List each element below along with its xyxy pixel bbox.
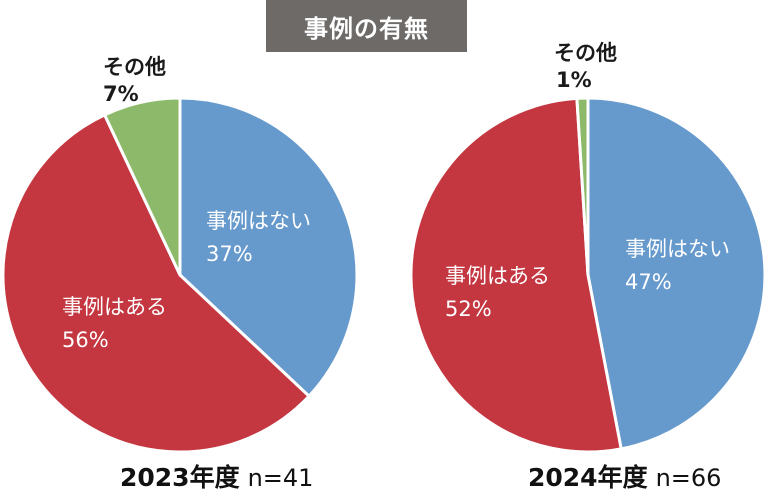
pie-2023-slice-other xyxy=(103,96,182,277)
pie-2023-value-none: 37% xyxy=(206,242,253,266)
pie-2024-value-other: 1% xyxy=(556,68,592,92)
pie-2023-slice-yes xyxy=(1,113,311,454)
pie-2023-label-none: 事例はない xyxy=(206,209,311,233)
pie-2024-value-yes: 52% xyxy=(445,297,492,321)
pie-2024: 事例はない 47% 事例はある 52% その他 1% xyxy=(409,41,767,454)
pie-2023-slice-none xyxy=(178,96,359,398)
caption-2023: 2023年度 n=41 xyxy=(120,458,313,492)
caption-2024-n: n=66 xyxy=(655,464,722,492)
pie-2024-label-other: その他 xyxy=(554,41,617,65)
caption-2023-year: 2023年度 xyxy=(120,463,240,492)
caption-2024: 2024年度 n=66 xyxy=(528,458,721,492)
caption-2023-n: n=41 xyxy=(247,464,314,492)
pie-2024-slice-other xyxy=(575,96,590,277)
pie-2024-value-none: 47% xyxy=(625,270,672,294)
pie-2023: 事例はない 37% 事例はある 56% その他 7% xyxy=(1,55,359,454)
pie-2023-value-other: 7% xyxy=(103,82,139,106)
pie-2023-value-yes: 56% xyxy=(62,328,109,352)
pie-2023-label-other: その他 xyxy=(103,55,166,79)
pie-2024-slice-yes xyxy=(409,96,623,454)
pie-2024-slice-none xyxy=(586,96,767,451)
pie-2023-label-yes: 事例はある xyxy=(62,295,167,319)
pie-2024-label-none: 事例はない xyxy=(625,237,730,261)
caption-2024-year: 2024年度 xyxy=(528,463,648,492)
chart-title: 事例の有無 xyxy=(266,0,467,52)
pie-2024-label-yes: 事例はある xyxy=(445,264,550,288)
